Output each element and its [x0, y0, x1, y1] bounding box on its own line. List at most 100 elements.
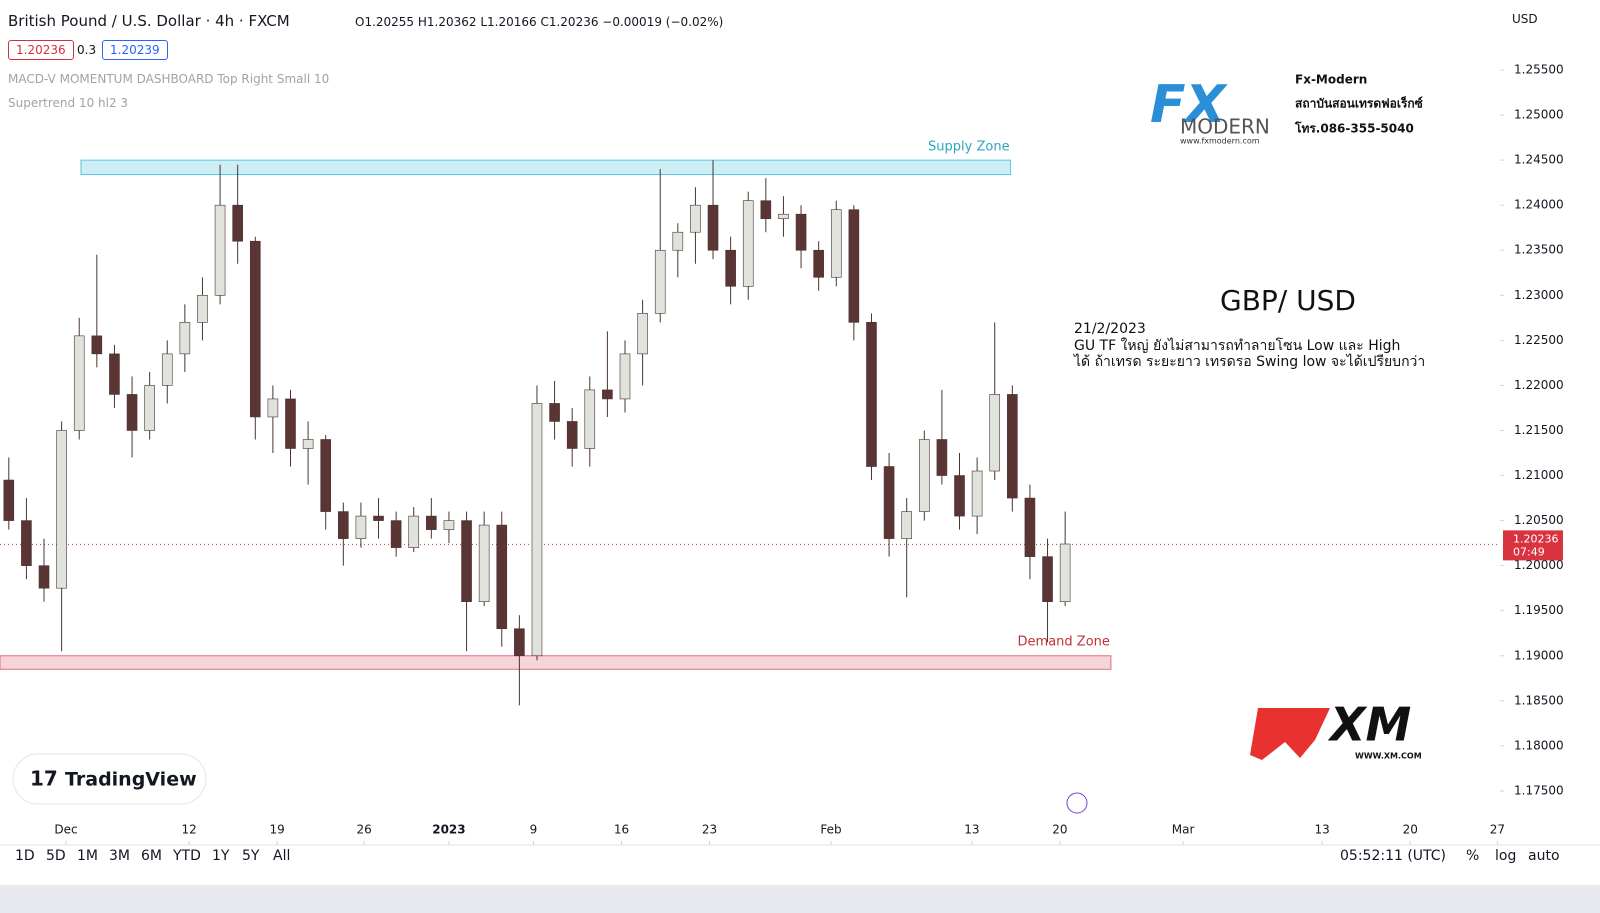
candle-body — [1024, 497, 1036, 557]
range-button[interactable]: All — [273, 848, 291, 864]
candle-body — [813, 249, 824, 278]
indicator: MACD-V MOMENTUM DASHBOARD Top Right Smal… — [8, 72, 330, 86]
school-name: สถาบันสอนเทรดฟอเร็กซ์ — [1295, 96, 1423, 111]
annotation-line: GU TF ใหญ่ ยังไม่สามารถทำลายโซน Low และ … — [1074, 337, 1400, 354]
x-tick-label: 20 — [1052, 823, 1067, 837]
y-tick-label: 1.23500 — [1514, 243, 1564, 257]
range-button[interactable]: YTD — [173, 848, 201, 864]
annotation-date: 21/2/2023 — [1074, 321, 1146, 337]
candle-body — [56, 430, 67, 589]
zone-label: Supply Zone — [928, 140, 1010, 155]
log-btn[interactable]: log — [1495, 848, 1517, 864]
candle-body — [1042, 556, 1053, 602]
brand-name: Fx-Modern — [1295, 73, 1367, 87]
candle-body — [197, 295, 208, 323]
logo-modern: MODERN — [1180, 115, 1270, 139]
ohlc: O1.20255 H1.20362 L1.20166 C1.20236 −0.0… — [355, 15, 724, 29]
candle-body — [249, 240, 261, 418]
candle-body — [549, 403, 560, 422]
candle-body — [302, 439, 314, 449]
x-tick-label: 19 — [269, 823, 284, 837]
candle-body — [936, 439, 948, 476]
countdown: 07:49 — [1513, 545, 1545, 558]
candle-body — [725, 249, 736, 287]
candle-body — [144, 385, 155, 431]
x-tick-label: Feb — [820, 823, 841, 837]
bottom-strip — [0, 885, 1600, 913]
tradingview-badge: 17 TradingView — [12, 753, 207, 805]
candle-body — [21, 520, 32, 566]
y-tick-label: 1.22000 — [1514, 378, 1564, 392]
candle-body — [848, 209, 860, 323]
candle-body — [654, 249, 666, 314]
x-tick-label: 13 — [964, 823, 979, 837]
range-button[interactable]: 1Y — [212, 848, 230, 864]
candle-body — [73, 335, 85, 431]
x-tick-label: 20 — [1403, 823, 1418, 837]
candle-body — [285, 398, 296, 449]
currency[interactable]: USD — [1512, 12, 1538, 26]
candle-body — [531, 403, 543, 657]
buy-price[interactable]: 1.20239 — [102, 40, 168, 60]
xm-mark — [1250, 708, 1330, 760]
y-tick-label: 1.25000 — [1514, 108, 1564, 122]
candle-body — [38, 565, 50, 589]
candle-body — [496, 524, 508, 630]
candle-body — [707, 204, 719, 251]
plot: 1.17500 1.18000 1.18500 1.19000 1.19500 1.200… — [0, 63, 1564, 845]
candle-body — [1059, 543, 1071, 602]
candle-body — [179, 322, 191, 355]
candle-body — [778, 213, 789, 220]
candle-body — [971, 470, 983, 517]
candle-body — [566, 421, 578, 449]
candle-body — [830, 209, 842, 278]
tv-icon: 17 — [30, 767, 58, 791]
candle-body — [1007, 394, 1018, 499]
candle-body — [373, 515, 384, 521]
percent-btn[interactable]: % — [1466, 848, 1480, 864]
auto-btn[interactable]: auto — [1528, 848, 1560, 864]
clock: 05:52:11 (UTC) — [1340, 848, 1447, 864]
range-button[interactable]: 1D — [15, 848, 35, 864]
x-tick-label: 16 — [614, 823, 629, 837]
range-button[interactable]: 3M — [109, 848, 130, 864]
logo-fx: FX — [1150, 75, 1229, 135]
candle-body — [584, 389, 596, 449]
last-price-box — [1503, 530, 1563, 561]
candle-body — [461, 520, 472, 602]
y-tick-label: 1.24000 — [1514, 198, 1564, 212]
y-tick-label: 1.17500 — [1514, 783, 1564, 797]
range-button[interactable]: 6M — [141, 848, 162, 864]
candle-body — [478, 524, 490, 602]
candle-body — [619, 353, 631, 400]
y-tick-label: 1.18500 — [1514, 693, 1564, 707]
candle-body — [866, 322, 877, 467]
y-tick-label: 1.18000 — [1514, 738, 1564, 752]
symbol-title: British Pound / U.S. Dollar · 4h · FXCM — [8, 12, 290, 30]
candle-body — [918, 439, 930, 512]
spread: 0.3 — [77, 43, 97, 57]
candle-body — [161, 353, 173, 386]
candle-body — [637, 313, 648, 355]
logo-url: www.fxmodern.com — [1180, 137, 1260, 146]
indicator: Supertrend 10 hl2 3 — [8, 96, 129, 110]
range-button[interactable]: 5D — [46, 848, 66, 864]
candle-body — [214, 204, 226, 296]
xm-url: WWW.XM.COM — [1355, 752, 1422, 761]
range-button[interactable]: 5Y — [242, 848, 260, 864]
lightning-icon — [1066, 792, 1088, 814]
fx-modern-logo: FX MODERN www.fxmodern.com Fx-Modern สถา… — [1150, 73, 1423, 146]
candle-body — [390, 520, 402, 548]
sell-price[interactable]: 1.20236 — [8, 40, 74, 60]
candle-body — [91, 335, 103, 355]
range-button[interactable]: 1M — [77, 848, 98, 864]
candle-body — [989, 394, 1001, 472]
candle-body — [760, 200, 772, 220]
y-tick-label: 1.19500 — [1514, 603, 1564, 617]
y-tick-label: 1.19000 — [1514, 648, 1564, 662]
candle-body — [690, 204, 701, 233]
y-tick-label: 1.24500 — [1514, 153, 1564, 167]
candle-body — [408, 515, 420, 548]
candle-body — [443, 520, 455, 530]
